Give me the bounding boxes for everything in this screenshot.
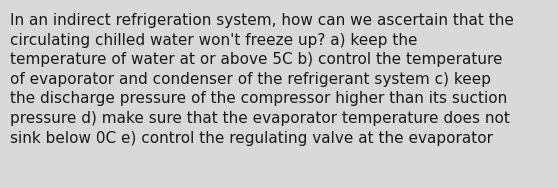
Text: In an indirect refrigeration system, how can we ascertain that the
circulating c: In an indirect refrigeration system, how… [10, 13, 514, 146]
